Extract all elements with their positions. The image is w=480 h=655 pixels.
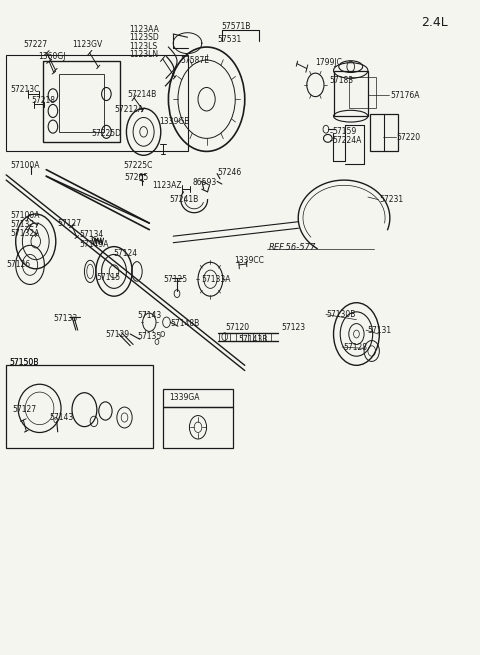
Text: 1339GB: 1339GB: [159, 117, 189, 126]
Bar: [163, 389, 233, 407]
Bar: [163, 407, 233, 447]
Text: 57150B: 57150B: [9, 358, 38, 367]
Bar: [6, 365, 153, 447]
Text: 57132A: 57132A: [10, 229, 39, 238]
Text: 57100A: 57100A: [10, 161, 39, 170]
Text: 2.4L: 2.4L: [421, 16, 448, 29]
Text: 57132: 57132: [10, 220, 34, 229]
Text: 57126: 57126: [6, 261, 30, 269]
Text: 57214B: 57214B: [127, 90, 156, 98]
Text: 57246: 57246: [217, 168, 241, 177]
Text: 1123SD: 1123SD: [129, 33, 159, 43]
Bar: [43, 62, 120, 142]
Text: 57213C: 57213C: [10, 85, 39, 94]
Text: 57115: 57115: [97, 273, 121, 282]
Text: 57133: 57133: [53, 314, 77, 323]
Bar: [6, 55, 188, 151]
Text: 57150B: 57150B: [9, 358, 38, 367]
Text: 57220: 57220: [396, 132, 420, 141]
Text: 57159: 57159: [333, 127, 357, 136]
Text: 57127: 57127: [13, 405, 37, 414]
Text: 57130B: 57130B: [327, 310, 356, 319]
Text: 57133A: 57133A: [201, 274, 230, 284]
Text: 86593: 86593: [192, 178, 216, 187]
Text: 57149A: 57149A: [80, 240, 109, 248]
Text: 1123LN: 1123LN: [129, 50, 158, 60]
Text: 57120: 57120: [226, 323, 250, 332]
Text: 57587E: 57587E: [180, 56, 209, 65]
Text: 57531: 57531: [217, 35, 241, 44]
Bar: [334, 71, 368, 116]
Bar: [349, 77, 376, 108]
Text: 1123AA: 1123AA: [129, 25, 159, 34]
Text: 57143: 57143: [137, 311, 161, 320]
Text: 57127: 57127: [58, 219, 82, 228]
Text: 57183: 57183: [330, 77, 354, 85]
Text: REF.56-577: REF.56-577: [269, 244, 316, 252]
Text: 1123GV: 1123GV: [72, 40, 102, 49]
Text: 57131: 57131: [367, 326, 391, 335]
Text: 57224A: 57224A: [333, 136, 362, 145]
Text: 57212A: 57212A: [115, 105, 144, 114]
Text: 1799JC: 1799JC: [315, 58, 342, 67]
Text: 57231: 57231: [379, 195, 404, 204]
Text: 1339CC: 1339CC: [234, 257, 264, 265]
Text: 57148B: 57148B: [170, 319, 200, 328]
Text: 57143: 57143: [49, 413, 73, 422]
Text: 57176A: 57176A: [391, 91, 420, 100]
Text: 57571B: 57571B: [221, 22, 250, 31]
Text: 57218: 57218: [31, 96, 55, 105]
Text: 57124: 57124: [113, 249, 137, 257]
Bar: [370, 113, 398, 151]
Text: 1339GA: 1339GA: [169, 394, 200, 402]
Text: 57125: 57125: [164, 274, 188, 284]
Text: 57225D: 57225D: [91, 128, 121, 138]
Text: 57225C: 57225C: [123, 161, 153, 170]
Text: 57129: 57129: [106, 329, 130, 339]
Text: 1360GJ: 1360GJ: [38, 52, 66, 61]
Text: 57135: 57135: [137, 332, 161, 341]
Text: 57227: 57227: [23, 40, 47, 49]
Text: 57100A: 57100A: [10, 211, 39, 220]
Text: 57241B: 57241B: [169, 195, 199, 204]
Text: 57134: 57134: [80, 231, 104, 239]
Text: 57265: 57265: [124, 173, 149, 182]
Text: 1123AZ: 1123AZ: [152, 181, 182, 190]
Text: 1123LS: 1123LS: [129, 42, 157, 51]
Bar: [59, 75, 104, 132]
Text: 57143B: 57143B: [238, 335, 267, 344]
Text: 57128: 57128: [343, 343, 367, 352]
Text: 57123: 57123: [281, 323, 305, 332]
